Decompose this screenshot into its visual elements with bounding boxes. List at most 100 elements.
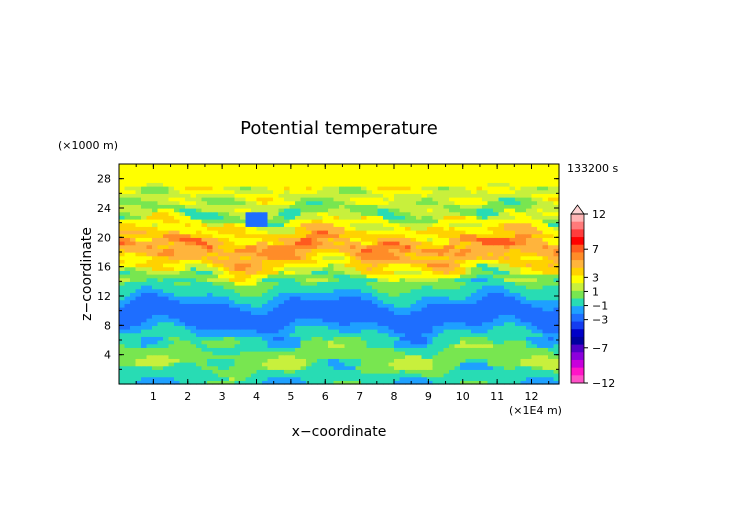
field-cell (504, 237, 511, 242)
field-cell (432, 343, 439, 348)
field-cell (295, 211, 302, 216)
field-cell (438, 358, 445, 363)
field-cell (174, 263, 181, 268)
field-cell (306, 248, 313, 253)
field-cell (421, 263, 428, 268)
field-cell (119, 358, 126, 363)
field-cell (465, 296, 472, 301)
field-cell (366, 204, 373, 209)
field-cell (427, 336, 434, 341)
field-cell (196, 354, 203, 359)
field-cell (471, 310, 478, 315)
field-cell (152, 226, 159, 231)
field-cell (465, 336, 472, 341)
field-cell (124, 362, 131, 367)
field-cell (152, 244, 159, 249)
field-cell (493, 204, 500, 209)
field-cell (416, 252, 423, 257)
field-cell (443, 197, 450, 202)
field-cell (361, 303, 368, 308)
field-cell (432, 244, 439, 249)
field-cell (520, 351, 527, 356)
field-cell (438, 226, 445, 231)
field-cell (207, 314, 214, 319)
field-cell (410, 318, 417, 323)
field-cell (130, 248, 137, 253)
field-cell (174, 376, 181, 381)
field-cell (427, 259, 434, 264)
field-cell (553, 237, 560, 242)
field-cell (542, 314, 549, 319)
field-cell (207, 219, 214, 224)
field-cell (548, 193, 555, 198)
field-cell (190, 252, 197, 257)
field-cell (388, 204, 395, 209)
field-cell (212, 197, 219, 202)
field-cell (421, 288, 428, 293)
field-cell (234, 318, 241, 323)
field-cell (245, 233, 252, 238)
field-cell (460, 314, 467, 319)
field-cell (190, 219, 197, 224)
field-cell (306, 376, 313, 381)
field-cell (416, 244, 423, 249)
field-cell (135, 263, 142, 268)
field-cell (229, 226, 236, 231)
field-cell (152, 307, 159, 312)
field-cell (449, 274, 456, 279)
field-cell (322, 178, 329, 183)
field-cell (537, 215, 544, 220)
field-cell (311, 233, 318, 238)
field-cell (421, 204, 428, 209)
field-cell (548, 376, 555, 381)
field-cell (289, 164, 296, 169)
field-cell (179, 193, 186, 198)
field-cell (350, 277, 357, 282)
field-cell (267, 164, 274, 169)
field-cell (289, 336, 296, 341)
field-cell (394, 233, 401, 238)
field-cell (471, 175, 478, 180)
field-cell (190, 259, 197, 264)
field-cell (520, 332, 527, 337)
field-cell (394, 171, 401, 176)
field-cell (333, 167, 340, 172)
field-cell (300, 336, 307, 341)
field-cell (388, 358, 395, 363)
field-cell (124, 189, 131, 194)
field-cell (377, 186, 384, 191)
field-cell (306, 373, 313, 378)
field-cell (119, 263, 126, 268)
field-cell (388, 189, 395, 194)
field-cell (531, 222, 538, 227)
field-cell (361, 200, 368, 205)
field-cell (388, 197, 395, 202)
field-cell (361, 178, 368, 183)
field-cell (295, 347, 302, 352)
field-cell (339, 215, 346, 220)
field-cell (245, 175, 252, 180)
field-cell (124, 351, 131, 356)
field-cell (350, 365, 357, 370)
field-cell (240, 222, 247, 227)
field-cell (553, 241, 560, 246)
field-cell (168, 211, 175, 216)
field-cell (168, 277, 175, 282)
field-cell (498, 211, 505, 216)
field-cell (317, 318, 324, 323)
field-cell (427, 263, 434, 268)
field-cell (311, 314, 318, 319)
field-cell (300, 182, 307, 187)
field-cell (289, 332, 296, 337)
field-cell (339, 259, 346, 264)
field-cell (256, 237, 263, 242)
field-cell (344, 321, 351, 326)
field-cell (454, 222, 461, 227)
field-cell (311, 373, 318, 378)
field-cell (454, 285, 461, 290)
field-cell (416, 376, 423, 381)
field-cell (234, 354, 241, 359)
field-cell (493, 200, 500, 205)
field-cell (339, 299, 346, 304)
field-cell (306, 226, 313, 231)
